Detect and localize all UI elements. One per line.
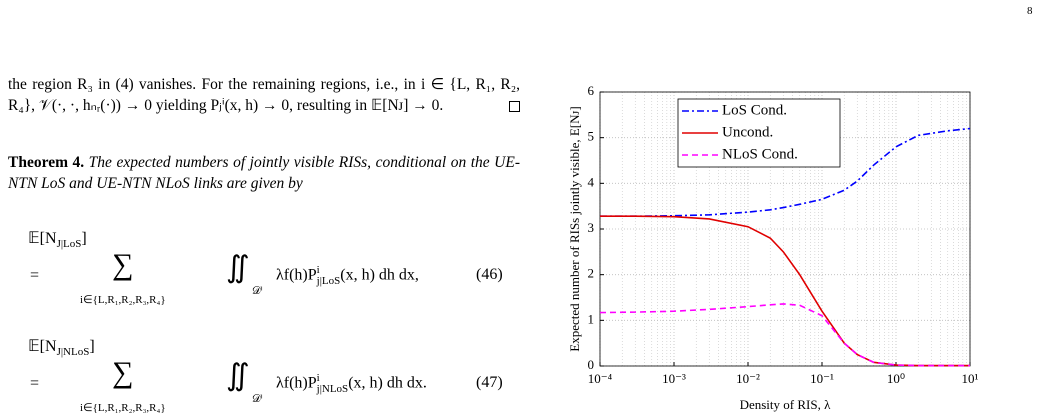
legend-label: Uncond. (722, 124, 773, 140)
equation-lhs: 𝔼[NJ|LoS] (28, 228, 87, 250)
lhs-sub: J|LoS (56, 238, 82, 251)
equals: = (30, 267, 40, 284)
domain: 𝒟ⁱ (252, 285, 263, 297)
integral-sign: ∬ (226, 359, 250, 392)
sup-sub: i j|LoS (317, 265, 341, 287)
lhs-text: 𝔼[N (28, 338, 57, 355)
lhs-end: ] (81, 230, 87, 247)
equals: = (30, 375, 40, 392)
lhs-sub: J|NLoS (56, 346, 90, 359)
legend-label: NLoS Cond. (722, 146, 798, 162)
x-tick-label: 10⁻³ (662, 371, 686, 386)
paragraph-text: the region R₃ in (4) vanishes. For the r… (8, 76, 520, 114)
sub: j|LoS (316, 275, 341, 287)
sum-index: i∈{L,R₁,R₂,R₃,R₄} (80, 294, 166, 306)
lhs-end: ] (89, 338, 95, 355)
qed-box (509, 101, 520, 112)
y-tick-label: 6 (588, 83, 595, 98)
line-series (600, 215, 970, 367)
y-tick-label: 3 (588, 220, 595, 235)
y-tick-label: 0 (588, 357, 595, 372)
page-number: 8 (1027, 5, 1033, 17)
integrand-text: λf(h)P (276, 266, 317, 284)
sub: j|NLoS (316, 383, 349, 395)
equation-number: (46) (476, 266, 503, 283)
plot-frame (599, 91, 971, 367)
x-tick-label: 10¹ (962, 371, 979, 386)
domain: 𝒟ⁱ (252, 393, 263, 405)
y-tick-label: 4 (588, 174, 595, 189)
sum-sign: ∑ (112, 248, 134, 281)
y-axis-label: Expected number of RISs jointly visible,… (567, 106, 582, 351)
sup: i (316, 372, 320, 384)
y-tick-label: 5 (588, 129, 595, 144)
args: (x, h) dh dx. (348, 374, 427, 392)
theorem-body: The expected numbers of jointly visible … (8, 154, 521, 192)
x-tick-label: 10⁰ (887, 371, 905, 386)
line-series (599, 303, 970, 367)
sum-index: i∈{L,R₁,R₂,R₃,R₄} (80, 402, 166, 414)
sum-sign: ∑ (112, 356, 134, 389)
theorem-label: Theorem 4. (8, 154, 85, 171)
x-axis-label: Density of RIS, λ (740, 397, 832, 412)
x-tick-label: 10⁻¹ (810, 371, 834, 386)
integrand: λf(h)P i j|LoS (x, h) dh dx, (276, 265, 419, 287)
theorem: Theorem 4. The expected numbers of joint… (8, 152, 520, 194)
integrand-text: λf(h)P (276, 374, 317, 392)
paragraph: the region R₃ in (4) vanishes. For the r… (8, 74, 520, 116)
integrand: λf(h)P i j|NLoS (x, h) dh dx. (276, 373, 427, 395)
line-series (600, 127, 971, 218)
args: (x, h) dh dx, (340, 266, 419, 284)
equation-lhs: 𝔼[NJ|NLoS] (28, 336, 95, 358)
x-tick-label: 10⁻⁴ (588, 371, 613, 386)
sup: i (316, 264, 320, 276)
lhs-text: 𝔼[N (28, 230, 57, 247)
y-tick-label: 2 (588, 266, 595, 281)
legend-label: LoS Cond. (722, 102, 787, 118)
x-tick-label: 10⁻² (736, 371, 760, 386)
integral-sign: ∬ (226, 251, 250, 284)
equation-number: (47) (476, 374, 503, 391)
sup-sub: i j|NLoS (317, 373, 349, 395)
y-tick-label: 1 (588, 311, 595, 326)
